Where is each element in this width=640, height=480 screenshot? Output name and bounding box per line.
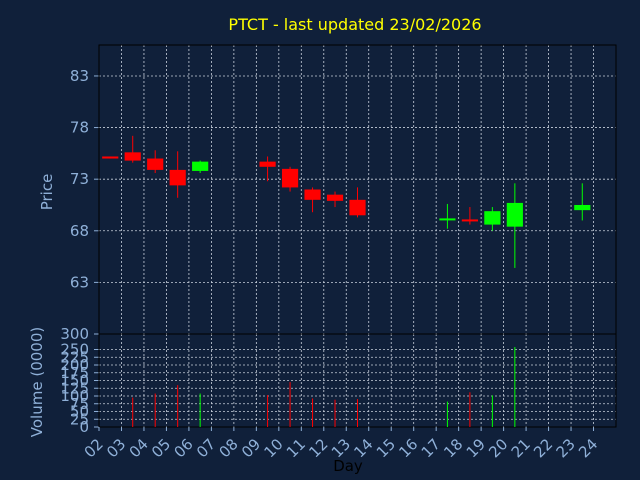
volume-tick-label: 250 [60,341,89,359]
candle-body [124,152,141,161]
price-axis-label: Price [38,174,56,211]
candle-body [326,194,344,201]
volume-tick-label: 75 [70,395,89,413]
price-tick-label: 63 [70,273,89,291]
price-tick-label: 83 [70,67,89,85]
volume-tick-label: 100 [60,387,89,405]
candle-body [461,219,478,222]
volume-tick-label: 225 [60,348,89,366]
candle-body [304,189,321,200]
chart-title: PTCT - last updated 23/02/2026 [228,15,481,34]
price-tick-label: 68 [70,222,89,240]
volume-tick-label: 0 [79,418,89,436]
candle-body [484,211,501,225]
volume-tick-label: 200 [60,356,89,374]
volume-axis-label: Volume (0000) [28,327,46,437]
candle-body [169,169,186,186]
volume-tick-label: 125 [60,379,89,397]
candle-body [102,156,119,159]
candle-body [259,161,276,167]
price-tick-label: 78 [70,119,89,137]
volume-tick-label: 25 [70,410,89,428]
candle-body [439,218,456,221]
candle-body [349,199,366,216]
x-tick-label: 24 [575,435,601,461]
candle-body [506,202,523,227]
candle-body [147,158,164,170]
candle-body [192,161,209,171]
volume-tick-label: 175 [60,364,89,382]
candle-body [281,168,299,188]
volume-tick-label: 300 [60,325,89,343]
price-panel: 63 68 73 78 83 [70,44,617,335]
candle-body [574,204,591,211]
volume-tick-label: 150 [60,372,89,390]
x-axis-label: Day [333,457,363,475]
price-tick-label: 73 [70,170,89,188]
volume-tick-label: 50 [70,403,89,421]
